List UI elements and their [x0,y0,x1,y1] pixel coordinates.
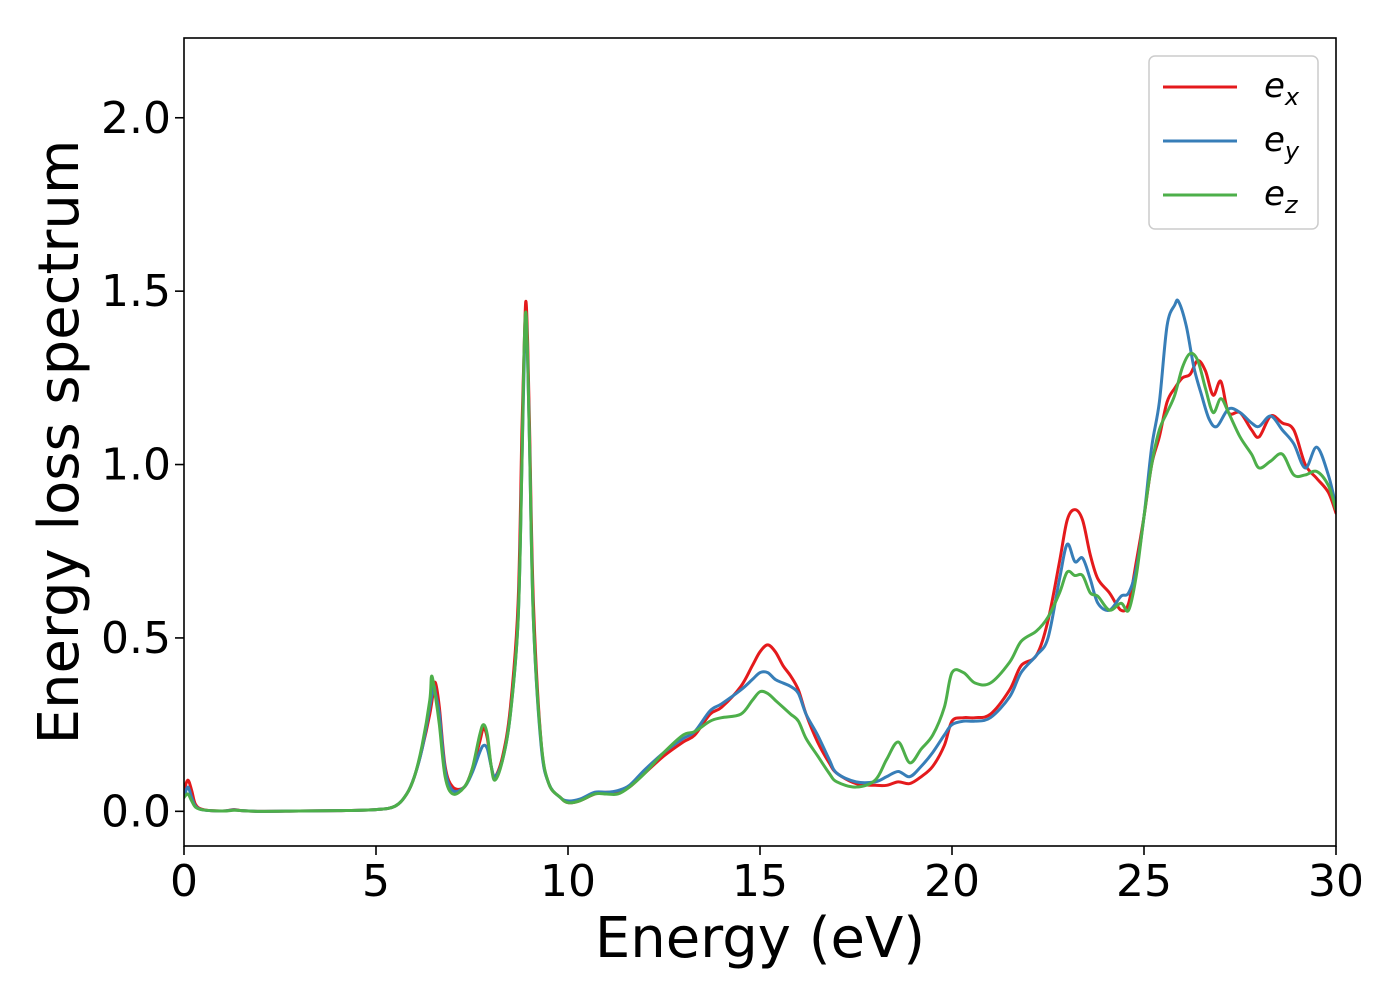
y-axis-title: Energy loss spectrum [27,140,92,745]
y-axis: 0.0 0.5 1.0 1.5 2.0 [101,93,184,837]
y-tick-label: 0.5 [101,613,171,664]
x-tick-label: 25 [1116,856,1172,907]
legend-label-z: ez [1264,174,1299,219]
legend-label-x: ex [1264,66,1300,111]
x-axis: 0 5 10 15 20 25 30 [170,846,1364,907]
series-layer [184,298,1336,813]
y-tick-label: 1.5 [101,266,171,317]
series-line-y [184,298,1336,813]
x-tick-label: 20 [924,856,980,907]
y-tick-label: 0.0 [101,786,171,837]
legend: ex ey ez [1148,55,1319,230]
x-tick-label: 30 [1308,856,1364,907]
x-tick-label: 15 [732,856,788,907]
x-axis-title: Energy (eV) [595,906,925,971]
x-tick-label: 10 [540,856,596,907]
series-line-z [184,310,1336,813]
y-tick-label: 2.0 [101,93,171,144]
y-tick-label: 1.0 [101,440,171,491]
x-tick-label: 0 [170,856,198,907]
legend-label-y: ey [1264,120,1300,165]
x-tick-label: 5 [362,856,390,907]
